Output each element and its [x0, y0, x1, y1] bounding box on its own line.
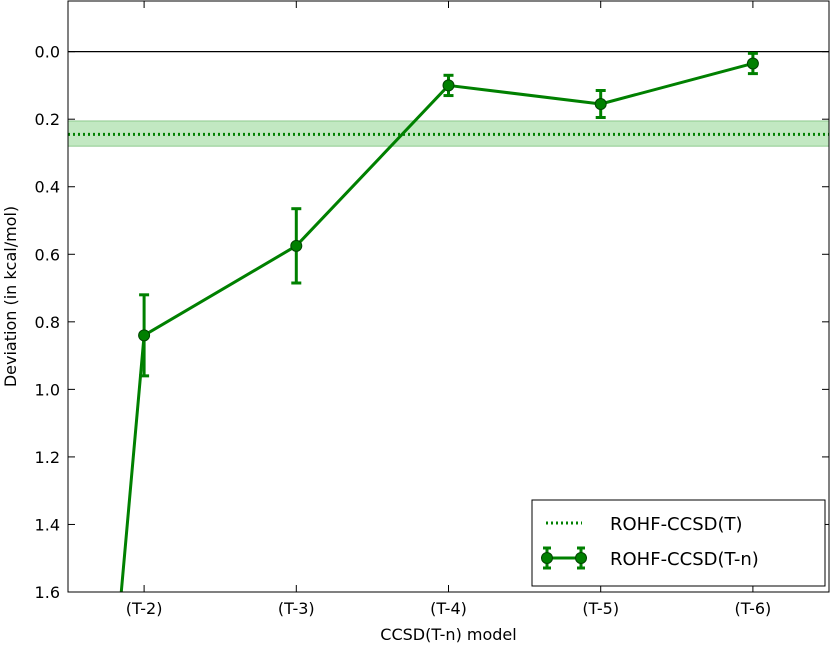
y-tick-label: 0.8 — [35, 313, 60, 332]
x-tick-label: (T-5) — [582, 599, 619, 618]
y-axis-title: Deviation (in kcal/mol) — [1, 206, 20, 387]
data-point-2 — [290, 239, 303, 252]
series-line-rohf-ccsd-t-n — [119, 62, 754, 592]
y-tick-label: 0.0 — [35, 43, 60, 62]
y-tick-label: 0.4 — [35, 178, 60, 197]
legend-errorbar-line-sample — [541, 546, 587, 570]
x-tick-label: (T-2) — [126, 599, 163, 618]
y-axis: 0.0 0.2 0.4 0.6 0.8 1.0 1.2 1.4 1.6 — [35, 43, 829, 602]
y-tick-label: 1.0 — [35, 380, 60, 399]
x-axis: (T-2) (T-3) (T-4) (T-5) (T-6) — [126, 1, 772, 618]
data-point-1 — [138, 329, 151, 342]
y-tick-label: 0.6 — [35, 245, 60, 264]
legend: ROHF-CCSD(T) ROHF-CCSD(T-n) — [531, 499, 826, 587]
series-layer — [68, 51, 829, 592]
reference-band-layer — [68, 120, 829, 147]
y-tick-label: 1.2 — [35, 448, 60, 467]
legend-box — [531, 499, 826, 587]
y-tick-label: 1.6 — [35, 583, 60, 602]
x-tick-label: (T-3) — [278, 599, 315, 618]
x-tick-label: (T-6) — [735, 599, 772, 618]
data-point-3 — [442, 79, 455, 92]
data-point-5 — [746, 57, 759, 70]
x-axis-title: CCSD(T-n) model — [380, 625, 516, 644]
data-point-4 — [594, 98, 607, 111]
legend-sample-marker-1 — [575, 552, 587, 564]
legend-label-rohf-ccsd-t: ROHF-CCSD(T) — [610, 514, 743, 535]
legend-label-rohf-ccsd-t-n: ROHF-CCSD(T-n) — [610, 549, 759, 570]
legend-sample-marker-0 — [541, 552, 553, 564]
y-tick-label: 0.2 — [35, 110, 60, 129]
x-tick-label: (T-4) — [430, 599, 467, 618]
y-tick-label: 1.4 — [35, 515, 60, 534]
